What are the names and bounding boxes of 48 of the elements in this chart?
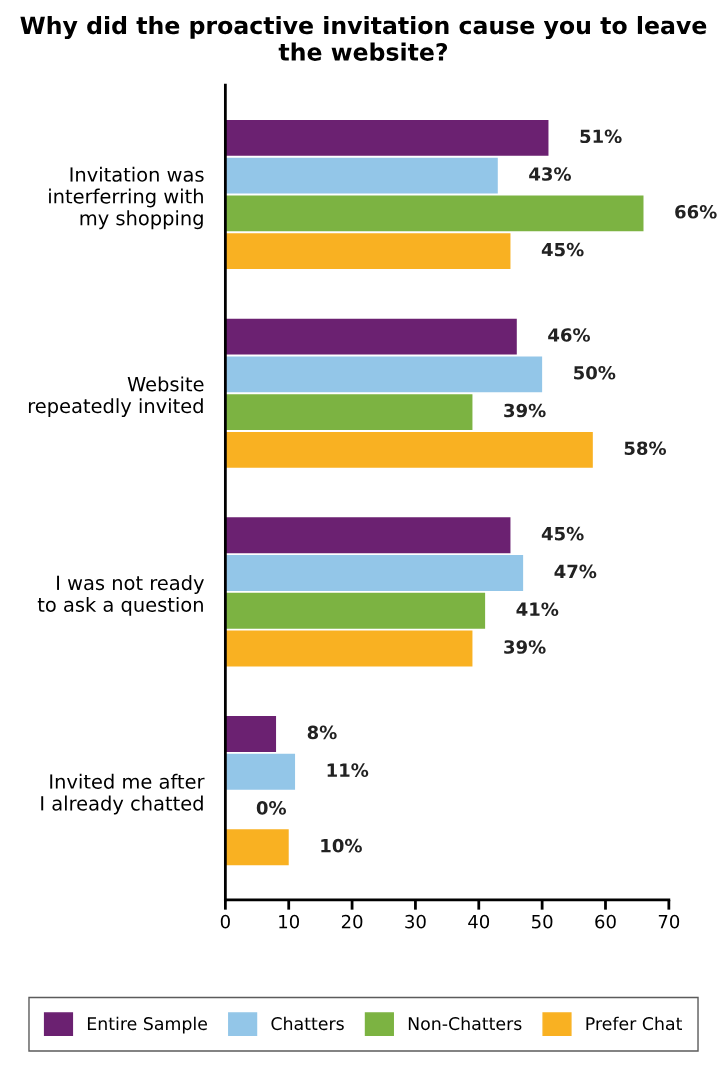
x-tick-label: 20: [341, 914, 363, 929]
x-tick-label: 50: [532, 914, 553, 929]
data-label: 46%: [548, 328, 590, 342]
x-tick-label: 60: [595, 914, 616, 929]
data-label: 58%: [624, 441, 667, 456]
bar: [225, 318, 517, 355]
bar: [225, 716, 277, 752]
bar: [225, 431, 593, 468]
data-label: 39%: [504, 403, 546, 418]
data-label: 8%: [307, 725, 337, 740]
data-label: 51%: [580, 129, 622, 144]
y-tick-label: Invitation was interferring with my shopping: [49, 166, 204, 230]
bar: [225, 555, 524, 591]
data-label: 66%: [675, 204, 717, 219]
data-label: 10%: [321, 838, 362, 853]
y-tick-label: I was not ready to ask a question: [37, 575, 204, 616]
bar: [225, 829, 289, 866]
legend-label: Chatters: [271, 1016, 344, 1031]
bar: [225, 195, 644, 232]
y-tick-label: Website repeatedly invited: [28, 376, 204, 417]
data-label: 41%: [516, 602, 559, 617]
bar: [225, 592, 486, 629]
data-label: 50%: [574, 365, 616, 380]
bar: [225, 233, 511, 270]
x-tick-label: 10: [279, 914, 300, 929]
data-label: 47%: [554, 564, 597, 579]
data-label: 11%: [327, 763, 369, 777]
x-tick-label: 70: [658, 914, 680, 929]
x-tick-label: 0: [220, 914, 230, 929]
y-tick-label: Invited me after I already chatted: [41, 773, 205, 815]
legend-label: Prefer Chat: [586, 1016, 682, 1031]
legend-label: Non-Chatters: [408, 1016, 522, 1031]
bar: [225, 517, 511, 554]
bar: [225, 157, 498, 194]
data-label: 43%: [529, 167, 571, 181]
x-tick-label: 30: [405, 914, 426, 929]
bar: [225, 394, 473, 431]
x-tick-label: 40: [468, 914, 490, 929]
bar: [225, 356, 543, 393]
data-label: 45%: [541, 242, 584, 257]
data-label: 39%: [504, 640, 546, 654]
data-label: 45%: [541, 526, 584, 541]
legend-label: Entire Sample: [87, 1016, 207, 1034]
bar: [225, 119, 549, 156]
chart-title: Why did the proactive invitation cause you to leave the website?: [20, 15, 707, 61]
data-label: 0%: [256, 801, 287, 815]
bar: [225, 630, 473, 667]
bar: [225, 753, 296, 790]
